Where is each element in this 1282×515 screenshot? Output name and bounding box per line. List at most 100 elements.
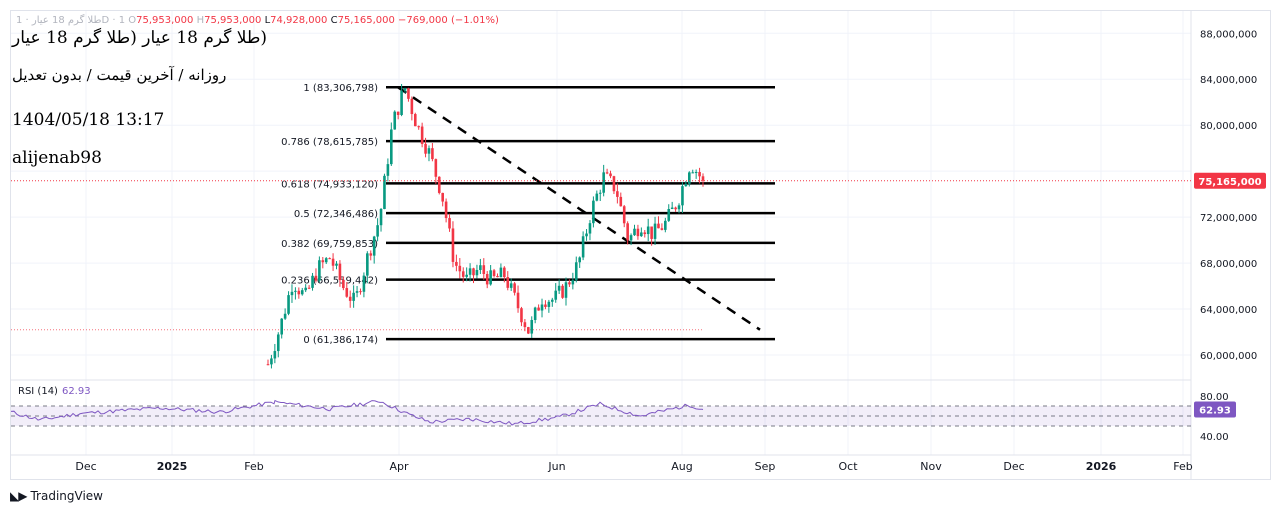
candle-body <box>636 228 640 237</box>
candle-body <box>273 351 277 359</box>
candle-body <box>506 277 510 288</box>
candle-body <box>390 129 393 165</box>
candle-body <box>537 307 540 311</box>
candle-body <box>578 257 581 263</box>
candle-body <box>359 291 362 293</box>
candle-body <box>372 236 376 256</box>
candle-body <box>687 172 691 184</box>
candle-body <box>410 98 414 115</box>
high-label: H <box>196 15 205 26</box>
candle-body <box>496 275 499 278</box>
time-tick-label: Dec <box>1003 460 1024 473</box>
candle-body <box>547 301 551 307</box>
candle-body <box>437 176 441 193</box>
open-label: O <box>128 15 137 26</box>
candle-body <box>540 304 544 311</box>
candle-body <box>413 114 417 127</box>
candle-body <box>598 192 602 194</box>
tradingview-logo[interactable]: ◣▶ TradingView <box>10 489 103 503</box>
candle-body <box>616 191 619 197</box>
price-axis: 60,000,000 64,000,000 68,000,000 72,000,000… <box>1200 29 1257 362</box>
high-value: 75,953,000 <box>204 15 262 26</box>
candle-body <box>297 290 301 295</box>
candle-body <box>640 232 643 237</box>
candle-body <box>331 258 335 266</box>
candle-body <box>492 270 496 276</box>
candle-body <box>475 269 479 276</box>
candle-body <box>393 111 397 130</box>
overlay-author: alijenab98 <box>12 148 102 168</box>
candle-body <box>458 265 462 272</box>
fib-level-label: 0.5 (72,346,486) <box>294 209 378 220</box>
candle-body <box>383 175 386 210</box>
candle-body <box>660 228 664 230</box>
overlay-datetime: 1404/05/18 13:17 <box>12 110 165 130</box>
candle-body <box>516 292 520 309</box>
candle-body <box>266 364 270 366</box>
fib-level-label: 1 (83,306,798) <box>303 83 378 94</box>
low-value: 74,928,000 <box>270 15 328 26</box>
time-tick-label: Sep <box>755 460 776 473</box>
candle-body <box>684 183 688 187</box>
rsi-line <box>10 399 704 426</box>
candle-body <box>455 261 458 266</box>
candle-body <box>461 271 465 277</box>
candle-body <box>283 313 287 319</box>
price-tick-label: 80,000,000 <box>1200 121 1257 132</box>
time-tick-label: Dec <box>75 460 96 473</box>
candle-body <box>564 282 568 298</box>
candle-body <box>643 232 647 235</box>
candle-body <box>407 88 410 99</box>
candle-body <box>400 90 403 115</box>
candle-body <box>420 126 424 144</box>
candle-body <box>527 327 530 334</box>
candle-body <box>376 225 379 237</box>
candle-body <box>619 196 623 207</box>
candle-body <box>280 318 284 335</box>
time-tick-label: Feb <box>1173 460 1192 473</box>
candle-body <box>657 223 660 229</box>
candle-body <box>424 143 427 154</box>
rsi-value-tag-label: 62.93 <box>1199 406 1231 417</box>
candle-body <box>571 280 575 285</box>
rsi-label: RSI (14) <box>18 386 58 397</box>
candle-body <box>362 275 366 292</box>
price-tick-label: 88,000,000 <box>1200 29 1257 40</box>
fibonacci-layer: 1 (83,306,798) 0.786 (78,615,785) 0.618 (7… <box>281 83 775 346</box>
rsi-axis-label: 80.00 <box>1200 392 1229 403</box>
candle-body <box>681 186 684 206</box>
price-tick-label: 72,000,000 <box>1200 213 1257 224</box>
price-tick-label: 64,000,000 <box>1200 305 1257 316</box>
rsi-legend[interactable]: RSI (14) 62.93 <box>18 386 91 397</box>
candle-body <box>321 260 325 263</box>
candle-body <box>300 290 304 295</box>
candle-body <box>550 299 554 302</box>
candle-body <box>403 88 407 91</box>
candle-body <box>667 209 671 221</box>
time-axis: Dec 2025 Feb Apr Jun Aug Sep Oct Nov Dec 2026 Feb <box>75 460 1192 473</box>
candle-body <box>427 148 431 154</box>
candle-body <box>468 268 472 275</box>
candle-body <box>622 206 626 224</box>
candle-body <box>677 205 681 210</box>
candle-body <box>674 207 677 210</box>
candle-body <box>348 296 352 301</box>
time-tick-label: 2026 <box>1086 460 1117 473</box>
candle-body <box>629 235 633 241</box>
grid-layer <box>11 11 1192 479</box>
candle-body <box>345 288 349 297</box>
candle-body <box>650 226 653 239</box>
candle-body <box>448 218 451 229</box>
close-value: 75,165,000 <box>337 15 395 26</box>
ohlc-legend: طلا گرم 18 عیار · 1D · 1 O75,953,000 H75… <box>16 15 499 26</box>
candle-body <box>431 148 434 160</box>
candle-body <box>653 223 657 239</box>
candle-body <box>465 274 468 277</box>
candle-body <box>523 322 527 328</box>
candle-body <box>499 267 503 278</box>
candle-body <box>396 111 400 115</box>
candle-body <box>595 193 599 201</box>
candle-body <box>482 265 486 275</box>
candle-body <box>533 307 537 320</box>
